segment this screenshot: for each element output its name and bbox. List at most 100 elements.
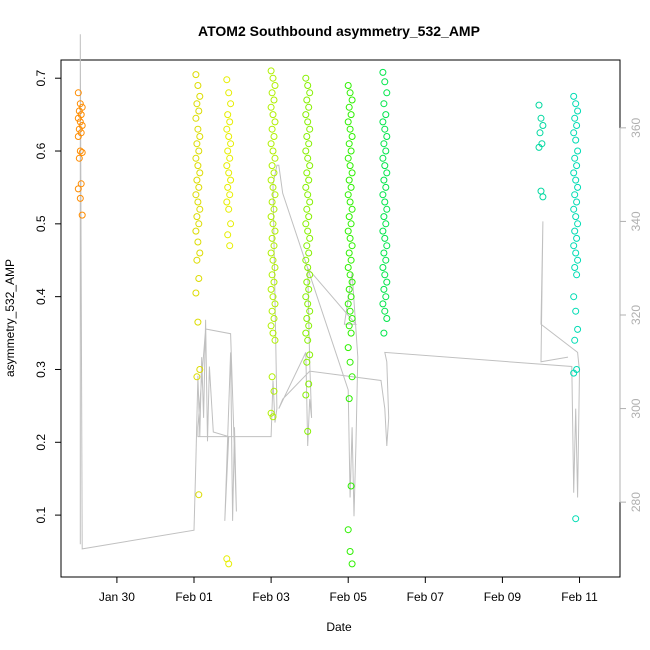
data-point xyxy=(383,242,391,250)
data-point xyxy=(537,187,545,195)
data-point xyxy=(382,220,390,228)
data-point xyxy=(379,154,387,162)
data-point xyxy=(193,100,201,108)
data-point xyxy=(304,264,312,271)
data-point xyxy=(570,92,578,100)
data-point xyxy=(344,264,352,271)
data-point xyxy=(270,133,278,140)
data-point xyxy=(268,271,276,279)
data-point xyxy=(344,191,352,199)
data-point xyxy=(303,169,311,177)
data-point xyxy=(270,205,278,213)
data-point xyxy=(346,198,354,206)
data-point xyxy=(192,227,200,235)
data-point xyxy=(196,133,204,140)
data-point xyxy=(348,242,356,250)
data-point xyxy=(382,183,390,191)
data-point xyxy=(306,162,314,170)
y-left-tick-label: 0.7 xyxy=(34,70,48,87)
data-point xyxy=(302,256,310,264)
data-point xyxy=(380,176,388,184)
data-point xyxy=(345,213,353,221)
data-point xyxy=(383,315,391,322)
data-point xyxy=(572,213,580,221)
data-point xyxy=(346,548,354,555)
data-point xyxy=(304,154,312,162)
data-point xyxy=(193,140,201,148)
data-point xyxy=(192,191,200,199)
y-right-axis: 280 300 320 340 360 xyxy=(619,118,643,512)
data-point xyxy=(379,68,387,76)
x-tick-label: Jan 30 xyxy=(99,590,135,604)
y-left-tick-label: 0.2 xyxy=(34,434,48,451)
data-point xyxy=(303,133,311,140)
data-point xyxy=(267,67,275,75)
data-point xyxy=(227,100,235,108)
data-point xyxy=(379,227,387,235)
data-point xyxy=(268,373,276,381)
data-point xyxy=(193,176,201,184)
data-point xyxy=(302,147,310,155)
chart-title: ATOM2 Southbound asymmetry_532_AMP xyxy=(198,23,480,39)
data-point xyxy=(346,307,354,315)
data-point xyxy=(192,71,200,79)
data-point xyxy=(380,329,388,337)
data-points-layer xyxy=(74,67,582,568)
data-point xyxy=(345,285,353,293)
data-point xyxy=(227,220,235,228)
data-point xyxy=(271,227,279,235)
x-axis-label: Date xyxy=(326,620,352,634)
data-point xyxy=(271,82,279,89)
x-tick-label: Feb 11 xyxy=(561,590,598,604)
series-5 xyxy=(344,82,356,568)
data-point xyxy=(346,89,354,97)
series-3 xyxy=(267,67,279,421)
data-point xyxy=(269,256,277,264)
data-point xyxy=(269,183,277,191)
data-point xyxy=(78,211,86,219)
data-point xyxy=(574,147,582,155)
data-point xyxy=(270,387,278,395)
data-point xyxy=(305,380,313,388)
data-point xyxy=(302,293,310,301)
data-point xyxy=(267,409,275,417)
plot-area-frame xyxy=(60,59,621,578)
data-point xyxy=(535,101,543,109)
data-point xyxy=(381,234,389,242)
data-point xyxy=(345,322,353,330)
data-point xyxy=(572,100,580,108)
series-7 xyxy=(535,101,547,201)
data-point xyxy=(303,358,311,366)
data-point xyxy=(539,193,547,201)
data-point xyxy=(379,264,387,271)
data-point xyxy=(346,234,354,242)
series-8 xyxy=(570,92,582,523)
data-point xyxy=(302,391,310,399)
data-point xyxy=(304,227,312,235)
data-point xyxy=(573,271,581,279)
data-point xyxy=(572,249,580,257)
data-point xyxy=(306,89,314,97)
data-point xyxy=(539,122,547,129)
data-point xyxy=(380,249,388,257)
data-point xyxy=(193,373,201,381)
data-point xyxy=(267,176,275,184)
data-point xyxy=(192,154,200,162)
data-point xyxy=(269,147,277,155)
gray-line-layer xyxy=(79,34,581,550)
data-point xyxy=(344,344,352,352)
data-point xyxy=(305,140,313,148)
data-point xyxy=(305,176,313,184)
data-point xyxy=(306,234,314,242)
data-point xyxy=(570,242,578,250)
data-point xyxy=(224,147,232,155)
data-point xyxy=(346,125,354,133)
data-point xyxy=(303,278,311,286)
data-point xyxy=(267,249,275,257)
y-left-tick-label: 0.6 xyxy=(34,142,48,159)
data-point xyxy=(348,133,356,140)
data-point xyxy=(571,191,579,199)
data-point xyxy=(345,103,353,111)
x-axis: Jan 30 Feb 01 Feb 03 Feb 05 Feb 07 Feb 09 Feb … xyxy=(99,576,598,604)
data-point xyxy=(224,231,232,239)
